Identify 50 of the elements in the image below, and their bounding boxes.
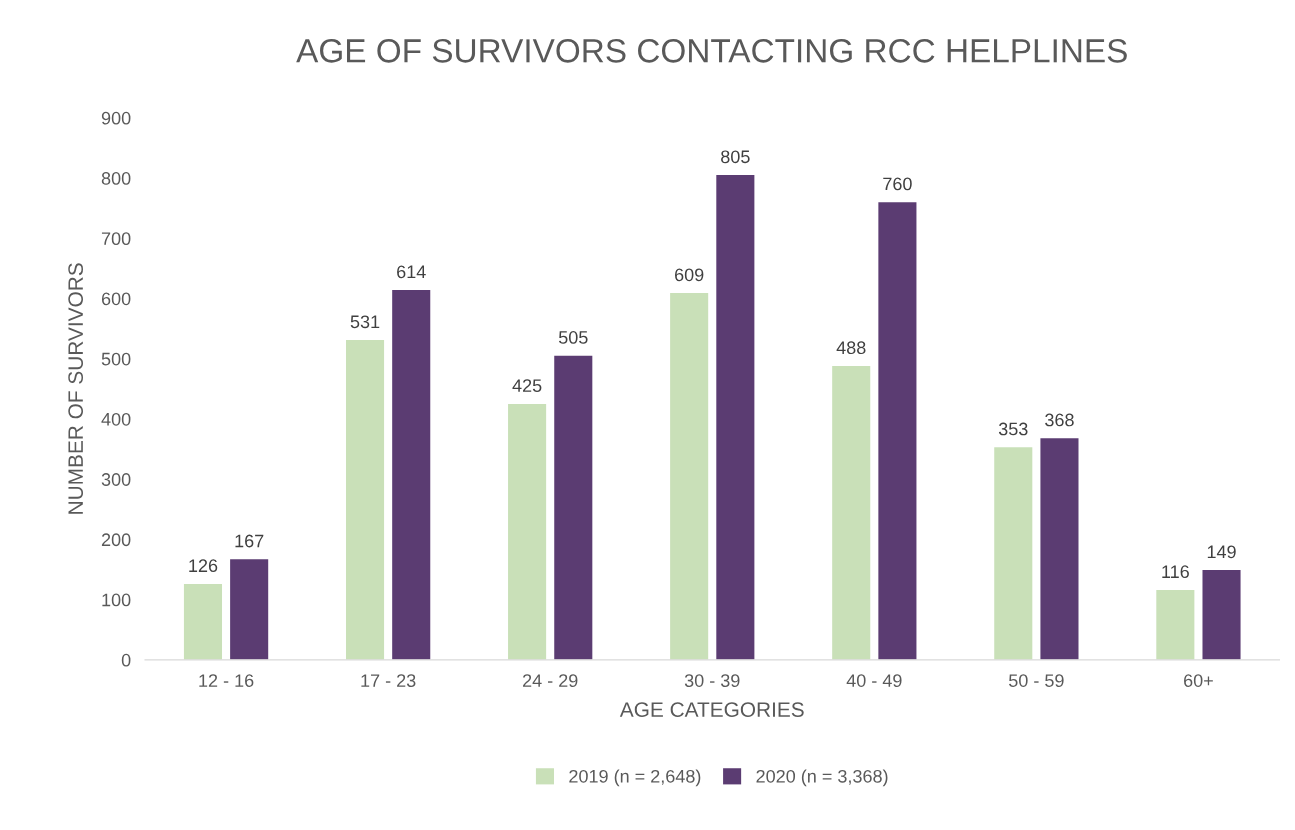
- legend-label: 2020 (n = 3,368): [756, 769, 888, 787]
- y-tick-label: 900: [101, 111, 131, 125]
- y-tick-label: 400: [101, 412, 131, 426]
- data-label: 488: [836, 341, 866, 355]
- x-tick-label: 30 - 39: [684, 674, 740, 687]
- y-tick-label: 800: [101, 172, 131, 185]
- data-label: 805: [721, 150, 750, 164]
- x-tick-label: 60+: [1184, 674, 1213, 687]
- bar: [554, 355, 593, 660]
- bar: [994, 447, 1033, 660]
- data-label: 425: [512, 379, 542, 393]
- bar: [716, 175, 755, 660]
- x-tick-label: 24 - 29: [523, 674, 578, 687]
- bar: [1156, 589, 1195, 660]
- data-label: 167: [235, 534, 264, 548]
- y-tick-label: 500: [101, 352, 131, 366]
- data-label: 368: [1045, 413, 1074, 427]
- bar: [230, 559, 269, 660]
- x-tick-label: 40 - 49: [846, 674, 902, 687]
- y-tick-label: 100: [102, 593, 131, 607]
- bar: [878, 202, 917, 660]
- bar: [832, 365, 871, 660]
- data-label: 149: [1207, 545, 1236, 559]
- bar: [670, 293, 709, 660]
- x-axis-title: AGE CATEGORIES: [619, 702, 804, 717]
- data-label: 614: [397, 265, 426, 279]
- y-axis-title: NUMBER OF SURVIVORS: [68, 263, 84, 514]
- data-label: 353: [998, 422, 1028, 436]
- data-label: 531: [350, 315, 380, 329]
- x-tick-label: 50 - 59: [1008, 674, 1064, 687]
- bar: [1202, 570, 1241, 660]
- chart-title: AGE OF SURVIVORS CONTACTING RCC HELPLINES: [296, 39, 1127, 63]
- y-tick-label: 300: [101, 473, 131, 486]
- data-label: 126: [189, 559, 218, 573]
- data-label: 116: [1162, 565, 1189, 579]
- bar: [1040, 438, 1079, 660]
- bar: [183, 583, 223, 660]
- x-tick-label: 12 - 16: [199, 674, 254, 687]
- data-label: 505: [558, 331, 588, 344]
- y-tick-label: 200: [101, 533, 131, 547]
- legend-label: 2019 (n = 2,648): [569, 769, 701, 787]
- bar: [345, 340, 385, 660]
- y-tick-label: 600: [101, 292, 131, 306]
- bar: [508, 403, 547, 660]
- data-label: 760: [883, 177, 912, 191]
- bar: [392, 290, 431, 660]
- data-label: 609: [675, 268, 704, 282]
- y-tick-label: 700: [101, 232, 131, 246]
- x-tick-label: 17 - 23: [361, 674, 416, 687]
- y-tick-label: 0: [121, 653, 131, 667]
